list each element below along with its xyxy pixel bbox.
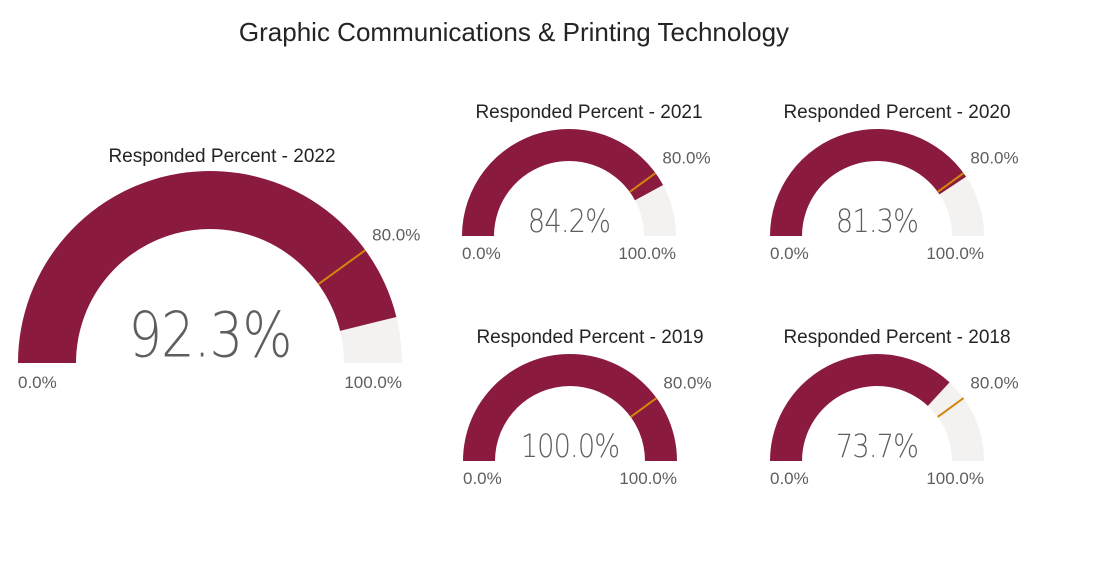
- gauge-target-marker: [629, 172, 657, 193]
- gauge-value: 92.3%: [128, 299, 291, 371]
- gauge-min-label: 0.0%: [770, 469, 809, 488]
- gauge-target-marker: [630, 397, 658, 418]
- gauge-min-label: 0.0%: [18, 373, 57, 392]
- gauge-max-label: 100.0%: [926, 469, 984, 488]
- gauge-target-label: 80.0%: [970, 374, 1018, 393]
- gauge-target-marker: [317, 249, 366, 286]
- report-title: Graphic Communications & Printing Techno…: [238, 17, 790, 47]
- gauge-fill: [770, 354, 950, 461]
- gauge-title: Responded Percent - 2019: [476, 327, 703, 348]
- gauge-value: 73.7%: [836, 428, 918, 466]
- gauge-fill: [18, 170, 397, 363]
- gauge-title: Responded Percent - 2022: [108, 146, 335, 167]
- gauge-target-marker: [937, 397, 965, 418]
- gauge-value: 81.3%: [836, 203, 918, 241]
- gauge-target-label: 80.0%: [662, 149, 710, 168]
- gauge-target-label: 80.0%: [663, 374, 711, 393]
- gauge-value: 84.2%: [528, 203, 610, 241]
- gauge-target-marker: [937, 172, 965, 193]
- gauge-value: 100.0%: [521, 428, 620, 466]
- gauge-title: Responded Percent - 2021: [475, 102, 702, 123]
- gauge-max-label: 100.0%: [618, 244, 676, 263]
- gauge-max-label: 100.0%: [344, 373, 402, 392]
- gauge-target-label: 80.0%: [372, 226, 420, 245]
- gauge-min-label: 0.0%: [462, 244, 501, 263]
- gauge-min-label: 0.0%: [463, 469, 502, 488]
- gauge-title: Responded Percent - 2018: [783, 327, 1010, 348]
- gauge-fill: [462, 129, 664, 236]
- gauge-min-label: 0.0%: [770, 244, 809, 263]
- gauge-fill: [463, 353, 677, 461]
- gauge-fill: [770, 128, 967, 236]
- gauge-title: Responded Percent - 2020: [783, 102, 1010, 123]
- gauge-max-label: 100.0%: [926, 244, 984, 263]
- gauge-target-label: 80.0%: [970, 149, 1018, 168]
- gauge-max-label: 100.0%: [619, 469, 677, 488]
